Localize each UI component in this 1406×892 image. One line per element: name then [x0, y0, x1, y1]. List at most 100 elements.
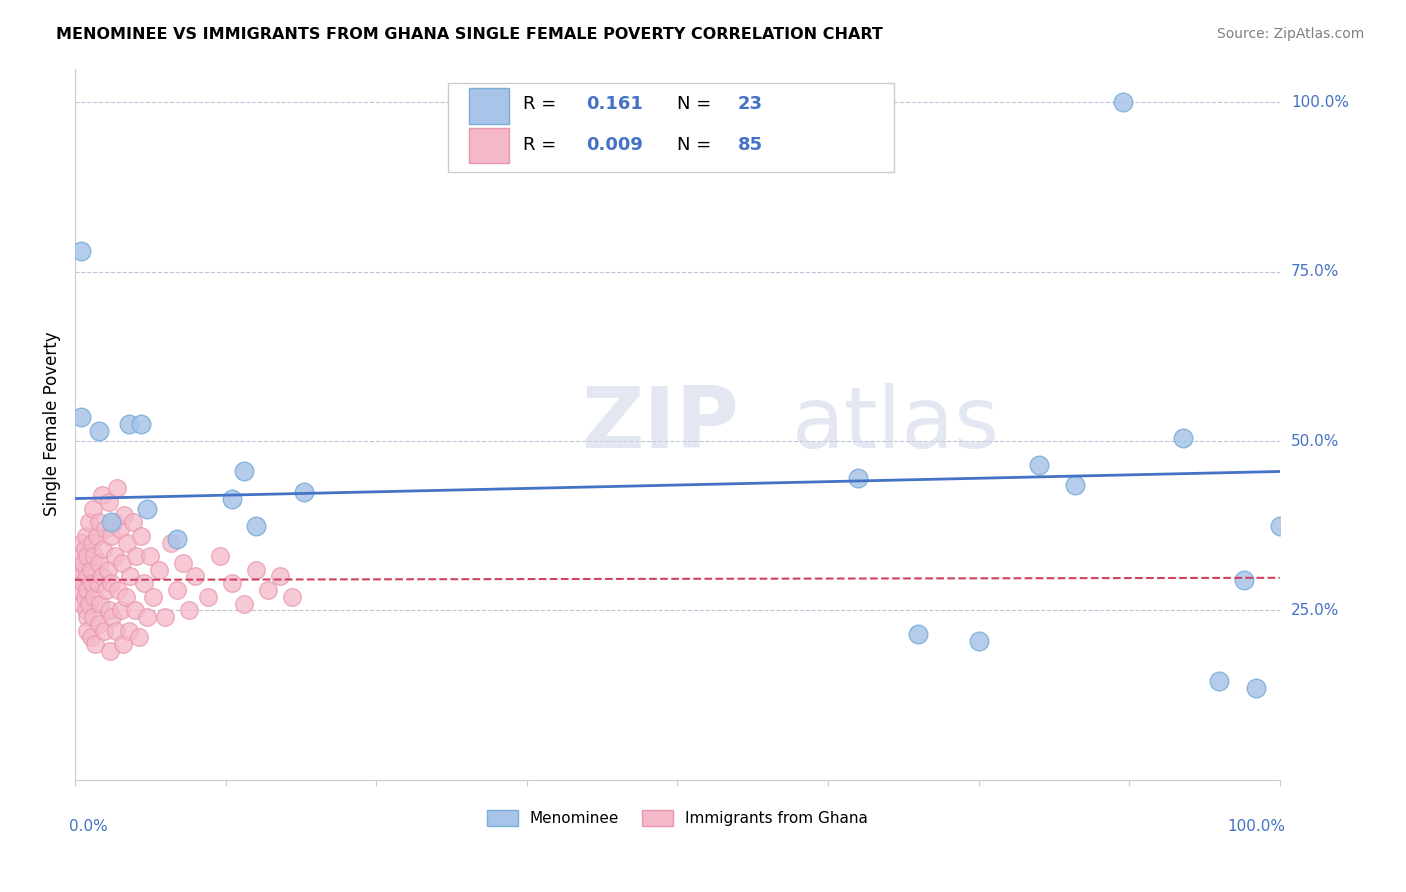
Point [76, 624, 98, 638]
Point [138, 549, 160, 563]
Point [70, 597, 93, 611]
Point [120, 569, 142, 583]
Point [148, 563, 170, 577]
Point [100, 529, 122, 543]
Point [80, 535, 103, 549]
Point [115, 535, 138, 549]
Point [79, 516, 101, 530]
Point [184, 569, 207, 583]
Point [91, 542, 114, 557]
Point [98, 644, 121, 658]
Point [97, 603, 120, 617]
Point [96, 582, 118, 597]
Point [104, 624, 127, 638]
Point [96, 563, 118, 577]
Point [232, 465, 254, 479]
Point [197, 590, 219, 604]
Point [79, 563, 101, 577]
Point [112, 637, 135, 651]
Point [87, 616, 110, 631]
Point [79, 631, 101, 645]
Point [232, 597, 254, 611]
Point [118, 417, 141, 431]
Point [72, 556, 94, 570]
Point [67, 582, 90, 597]
Point [108, 522, 131, 536]
Point [83, 549, 105, 563]
Point [105, 482, 128, 496]
Text: 23: 23 [738, 95, 762, 113]
Point [179, 603, 201, 617]
Point [76, 549, 98, 563]
Point [73, 590, 96, 604]
Text: 100.0%: 100.0% [1291, 95, 1348, 110]
Point [1268, 518, 1291, 533]
Point [103, 516, 125, 530]
Point [1244, 681, 1267, 696]
Point [94, 522, 117, 536]
Point [86, 529, 108, 543]
Point [256, 582, 278, 597]
Point [132, 576, 155, 591]
Text: atlas: atlas [792, 383, 1000, 466]
Point [70, 244, 93, 259]
Text: 0.0%: 0.0% [69, 819, 108, 834]
Text: N =: N = [678, 136, 711, 154]
Point [83, 590, 105, 604]
Point [136, 501, 159, 516]
Point [69, 549, 91, 563]
Point [111, 556, 134, 570]
Point [66, 563, 89, 577]
Point [79, 597, 101, 611]
Point [114, 590, 136, 604]
Text: Source: ZipAtlas.com: Source: ZipAtlas.com [1216, 27, 1364, 41]
Point [70, 410, 93, 425]
Point [967, 633, 990, 648]
Point [846, 471, 869, 485]
Point [907, 627, 929, 641]
FancyBboxPatch shape [449, 83, 894, 171]
Text: 100.0%: 100.0% [1227, 819, 1285, 834]
Point [166, 532, 188, 546]
Text: N =: N = [678, 95, 711, 113]
Point [90, 488, 112, 502]
Point [75, 529, 97, 543]
Point [1112, 95, 1135, 110]
Point [121, 516, 143, 530]
Point [172, 556, 194, 570]
Point [100, 576, 122, 591]
Text: 0.009: 0.009 [586, 136, 643, 154]
Point [1208, 674, 1230, 689]
Text: 25.0%: 25.0% [1291, 603, 1339, 618]
Point [166, 582, 188, 597]
Text: R =: R = [523, 95, 557, 113]
Point [1028, 458, 1050, 472]
Point [87, 424, 110, 438]
Point [1173, 431, 1195, 445]
Point [70, 535, 93, 549]
Point [160, 535, 183, 549]
Text: 50.0%: 50.0% [1291, 434, 1339, 449]
Text: 0.161: 0.161 [586, 95, 643, 113]
Point [221, 491, 243, 506]
Point [70, 569, 93, 583]
Point [208, 549, 231, 563]
Point [245, 563, 267, 577]
Point [155, 610, 177, 624]
FancyBboxPatch shape [470, 88, 509, 124]
Point [118, 624, 141, 638]
Point [97, 495, 120, 509]
Point [82, 610, 104, 624]
Point [72, 576, 94, 591]
Point [142, 590, 165, 604]
Point [84, 637, 107, 651]
Point [100, 516, 122, 530]
Point [1064, 478, 1087, 492]
Text: 85: 85 [738, 136, 762, 154]
Point [129, 417, 152, 431]
Point [101, 610, 124, 624]
Point [87, 556, 110, 570]
Point [76, 569, 98, 583]
Point [112, 508, 135, 523]
Point [93, 624, 115, 638]
